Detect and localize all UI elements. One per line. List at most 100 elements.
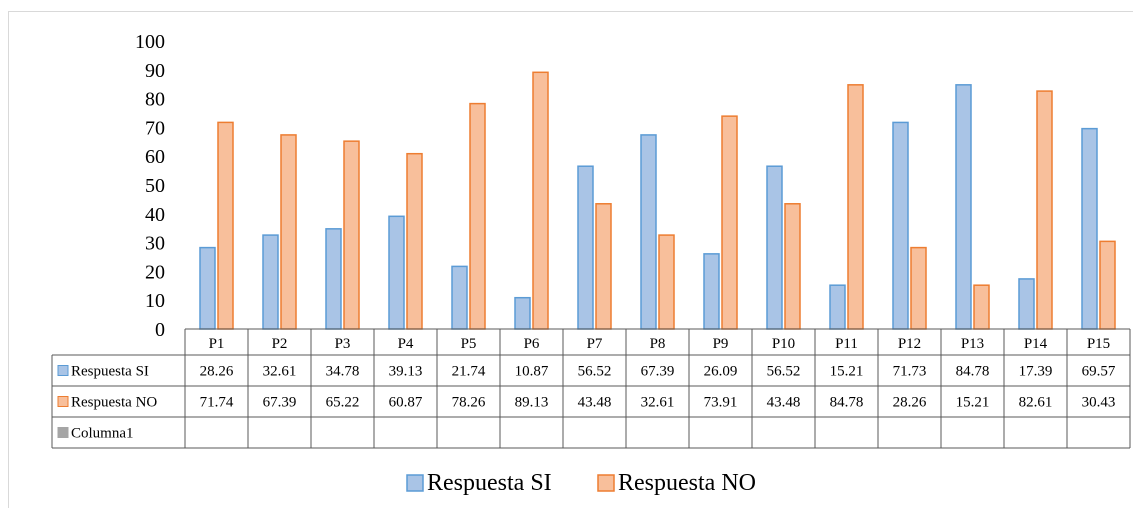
y-tick-label: 20 <box>145 261 165 283</box>
data-label: 67.39 <box>263 395 297 411</box>
y-tick-label: 70 <box>145 117 165 139</box>
table-series-label: Columna1 <box>71 426 134 442</box>
bar-respuesta-no <box>595 203 612 330</box>
data-label: 84.78 <box>956 364 990 380</box>
data-label: 73.91 <box>704 395 738 411</box>
data-label: 15.21 <box>830 364 864 380</box>
data-label: 30.43 <box>1082 395 1116 411</box>
legend: Respuesta SI Respuesta NO <box>406 470 756 496</box>
data-label: 69.57 <box>1082 364 1116 380</box>
data-label: 67.39 <box>641 364 675 380</box>
y-tick-label: 0 <box>155 319 165 341</box>
bar-respuesta-no <box>469 102 486 330</box>
bar-respuesta-no <box>532 71 549 330</box>
y-tick-label: 30 <box>145 233 165 255</box>
legend-label: Respuesta SI <box>427 470 552 496</box>
x-tick-label: P6 <box>524 336 540 352</box>
bar-respuesta-no <box>343 140 360 330</box>
data-label: 32.61 <box>641 395 675 411</box>
data-label: 17.39 <box>1019 364 1053 380</box>
x-tick-label: P13 <box>961 336 984 352</box>
x-tick-label: P9 <box>713 336 729 352</box>
bar-respuesta-si <box>325 228 342 330</box>
bar-respuesta-no <box>1036 90 1053 330</box>
bar-respuesta-si <box>1018 278 1035 330</box>
bar-respuesta-si <box>703 253 720 330</box>
x-tick-label: P15 <box>1087 336 1110 352</box>
data-label: 28.26 <box>893 395 927 411</box>
table-legend-key <box>57 427 69 438</box>
data-label: 89.13 <box>515 395 549 411</box>
y-tick-label: 40 <box>145 204 165 226</box>
x-tick-label: P2 <box>272 336 288 352</box>
data-label: 84.78 <box>830 395 864 411</box>
x-tick-label: P4 <box>398 336 414 352</box>
x-tick-label: P7 <box>587 336 603 352</box>
x-tick-label: P11 <box>835 336 858 352</box>
data-label: 32.61 <box>263 364 297 380</box>
bar-respuesta-si <box>892 121 909 330</box>
x-tick-label: P8 <box>650 336 666 352</box>
data-label: 34.78 <box>326 364 360 380</box>
data-label: 56.52 <box>578 364 612 380</box>
bar-respuesta-no <box>1099 240 1116 330</box>
y-tick-label: 50 <box>145 175 165 197</box>
bar-respuesta-no <box>658 234 675 330</box>
chart-frame <box>8 11 1133 508</box>
table-series-label: Respuesta SI <box>71 364 149 380</box>
bar-respuesta-si <box>451 265 468 330</box>
bar-respuesta-si <box>955 84 972 330</box>
bar-respuesta-si <box>262 234 279 330</box>
bar-respuesta-no <box>280 134 297 330</box>
y-tick-label: 90 <box>145 60 165 82</box>
bar-respuesta-no <box>973 284 990 330</box>
bar-respuesta-no <box>784 203 801 330</box>
bar-respuesta-si <box>388 215 405 330</box>
data-label: 43.48 <box>578 395 612 411</box>
x-tick-label: P14 <box>1024 336 1048 352</box>
data-label: 39.13 <box>389 364 423 380</box>
data-label: 15.21 <box>956 395 990 411</box>
x-tick-label: P12 <box>898 336 921 352</box>
y-tick-label: 60 <box>145 146 165 168</box>
bar-respuesta-si <box>829 284 846 330</box>
data-label: 78.26 <box>452 395 486 411</box>
data-table <box>51 329 1131 449</box>
x-tick-label: P1 <box>209 336 225 352</box>
table-legend-key <box>57 396 69 407</box>
data-label: 10.87 <box>515 364 549 380</box>
bar-respuesta-no <box>406 152 423 330</box>
data-label: 82.61 <box>1019 395 1053 411</box>
bar-respuesta-no <box>847 84 864 330</box>
data-label: 60.87 <box>389 395 423 411</box>
legend-swatch <box>597 474 615 492</box>
bar-respuesta-si <box>199 246 216 330</box>
legend-swatch <box>406 474 424 492</box>
bar-respuesta-si <box>514 296 531 330</box>
y-tick-label: 80 <box>145 89 165 111</box>
x-tick-label: P10 <box>772 336 795 352</box>
bar-respuesta-si <box>1081 127 1098 330</box>
legend-label: Respuesta NO <box>618 470 756 496</box>
data-label: 26.09 <box>704 364 738 380</box>
data-label: 21.74 <box>452 364 486 380</box>
x-tick-label: P3 <box>335 336 351 352</box>
table-legend-key <box>57 365 69 376</box>
data-label: 65.22 <box>326 395 360 411</box>
data-label: 71.73 <box>893 364 927 380</box>
bar-respuesta-no <box>217 121 234 330</box>
bar-respuesta-no <box>910 246 927 330</box>
bar-respuesta-si <box>766 165 783 330</box>
y-tick-label: 100 <box>135 31 165 53</box>
x-tick-label: P5 <box>461 336 477 352</box>
data-label: 71.74 <box>200 395 234 411</box>
data-label: 28.26 <box>200 364 234 380</box>
y-tick-label: 10 <box>145 290 165 312</box>
data-label: 56.52 <box>767 364 801 380</box>
data-label: 43.48 <box>767 395 801 411</box>
bar-respuesta-si <box>640 134 657 330</box>
table-series-label: Respuesta NO <box>71 395 157 411</box>
bar-respuesta-si <box>577 165 594 330</box>
bar-respuesta-no <box>721 115 738 330</box>
